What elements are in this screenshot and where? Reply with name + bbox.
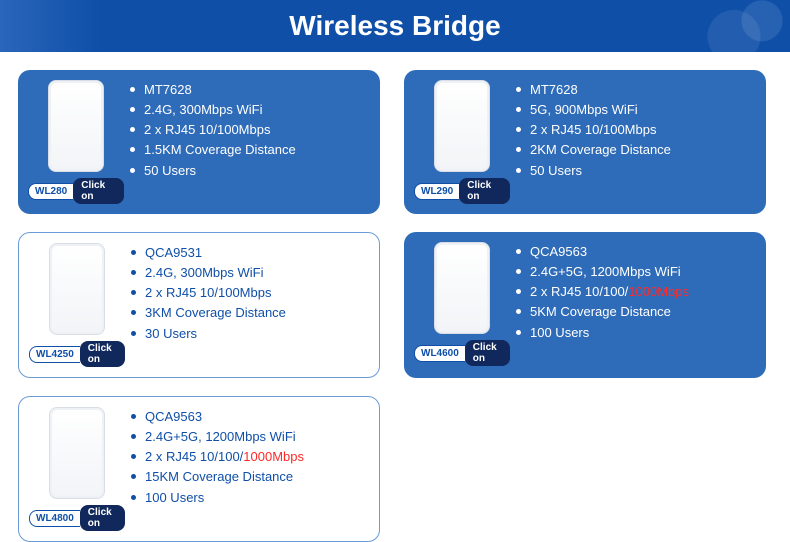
product-thumb: WL4800Click on bbox=[29, 407, 125, 531]
spec-list: QCA95632.4G+5G, 1200Mbps WiFi2 x RJ45 10… bbox=[125, 407, 304, 508]
device-icon bbox=[434, 242, 490, 334]
model-label: WL4250 bbox=[29, 346, 80, 363]
product-card: WL4600Click onQCA95632.4G+5G, 1200Mbps W… bbox=[404, 232, 766, 378]
product-thumb: WL290Click on bbox=[414, 80, 510, 204]
model-label: WL4800 bbox=[29, 510, 80, 527]
device-icon bbox=[49, 407, 105, 499]
click-on-button[interactable]: Click on bbox=[80, 341, 125, 367]
product-card: WL290Click onMT76285G, 900Mbps WiFi2 x R… bbox=[404, 70, 766, 214]
page-header: Wireless Bridge bbox=[0, 0, 790, 52]
spec-item: 2.4G+5G, 1200Mbps WiFi bbox=[131, 427, 304, 447]
product-card: WL4250Click onQCA95312.4G, 300Mbps WiFi2… bbox=[18, 232, 380, 378]
spec-item: 2 x RJ45 10/100/1000Mbps bbox=[131, 447, 304, 467]
spec-item: 2.4G, 300Mbps WiFi bbox=[130, 100, 296, 120]
product-thumb: WL4250Click on bbox=[29, 243, 125, 367]
model-label: WL280 bbox=[28, 183, 73, 200]
product-thumb: WL280Click on bbox=[28, 80, 124, 204]
spec-item: 2 x RJ45 10/100/1000Mbps bbox=[516, 282, 689, 302]
spec-item: QCA9563 bbox=[131, 407, 304, 427]
spec-list: MT76282.4G, 300Mbps WiFi2 x RJ45 10/100M… bbox=[124, 80, 296, 181]
click-on-button[interactable]: Click on bbox=[465, 340, 510, 366]
page-title: Wireless Bridge bbox=[289, 10, 500, 41]
spec-item: 5G, 900Mbps WiFi bbox=[516, 100, 671, 120]
click-on-button[interactable]: Click on bbox=[459, 178, 510, 204]
device-icon bbox=[49, 243, 105, 335]
product-card: WL4800Click onQCA95632.4G+5G, 1200Mbps W… bbox=[18, 396, 380, 542]
spec-item: 50 Users bbox=[516, 161, 671, 181]
spec-item: MT7628 bbox=[130, 80, 296, 100]
spec-item: 2KM Coverage Distance bbox=[516, 140, 671, 160]
spec-item: 2 x RJ45 10/100Mbps bbox=[516, 120, 671, 140]
spec-highlight: 1000Mbps bbox=[243, 449, 304, 464]
device-icon bbox=[434, 80, 490, 172]
model-tag: WL290Click on bbox=[414, 178, 510, 204]
product-thumb: WL4600Click on bbox=[414, 242, 510, 366]
spec-item: 100 Users bbox=[516, 323, 689, 343]
product-grid: WL280Click onMT76282.4G, 300Mbps WiFi2 x… bbox=[0, 52, 790, 542]
model-label: WL4600 bbox=[414, 345, 465, 362]
model-tag: WL4600Click on bbox=[414, 340, 510, 366]
spec-item: QCA9563 bbox=[516, 242, 689, 262]
spec-item: QCA9531 bbox=[131, 243, 286, 263]
model-tag: WL4800Click on bbox=[29, 505, 125, 531]
spec-item: 30 Users bbox=[131, 324, 286, 344]
spec-item: 2.4G, 300Mbps WiFi bbox=[131, 263, 286, 283]
spec-highlight: 1000Mbps bbox=[628, 284, 689, 299]
spec-list: QCA95312.4G, 300Mbps WiFi2 x RJ45 10/100… bbox=[125, 243, 286, 344]
spec-list: QCA95632.4G+5G, 1200Mbps WiFi2 x RJ45 10… bbox=[510, 242, 689, 343]
spec-item: 2 x RJ45 10/100Mbps bbox=[130, 120, 296, 140]
spec-item: 2 x RJ45 10/100Mbps bbox=[131, 283, 286, 303]
model-tag: WL4250Click on bbox=[29, 341, 125, 367]
spec-item: 3KM Coverage Distance bbox=[131, 303, 286, 323]
spec-list: MT76285G, 900Mbps WiFi2 x RJ45 10/100Mbp… bbox=[510, 80, 671, 181]
click-on-button[interactable]: Click on bbox=[80, 505, 125, 531]
click-on-button[interactable]: Click on bbox=[73, 178, 124, 204]
spec-item: 15KM Coverage Distance bbox=[131, 467, 304, 487]
spec-item: 5KM Coverage Distance bbox=[516, 302, 689, 322]
model-label: WL290 bbox=[414, 183, 459, 200]
spec-item: MT7628 bbox=[516, 80, 671, 100]
product-card: WL280Click onMT76282.4G, 300Mbps WiFi2 x… bbox=[18, 70, 380, 214]
model-tag: WL280Click on bbox=[28, 178, 124, 204]
spec-item: 100 Users bbox=[131, 488, 304, 508]
spec-item: 2.4G+5G, 1200Mbps WiFi bbox=[516, 262, 689, 282]
spec-item: 1.5KM Coverage Distance bbox=[130, 140, 296, 160]
device-icon bbox=[48, 80, 104, 172]
spec-item: 50 Users bbox=[130, 161, 296, 181]
